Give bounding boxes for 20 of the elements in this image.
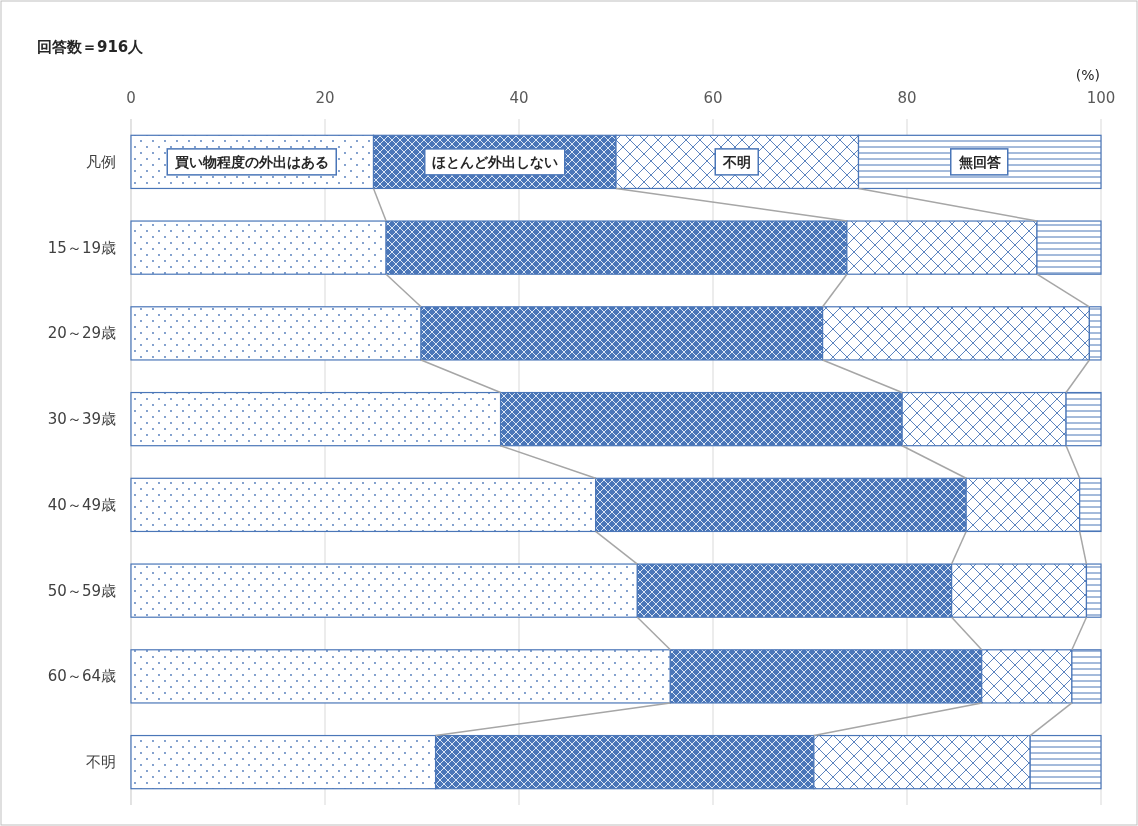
x-tick-label: 60: [703, 89, 723, 107]
y-tick-label: 30～39歳: [47, 410, 116, 429]
x-tick-label: 20: [315, 89, 335, 107]
series-label: 無回答: [957, 153, 1001, 170]
series-label: ほとんど外出しない: [431, 153, 558, 170]
series-label: 不明: [722, 153, 752, 170]
y-tick-label: 20～29歳: [47, 324, 116, 343]
x-axis-title: (%): [1075, 67, 1100, 83]
x-tick-label: 100: [1086, 89, 1116, 107]
chart-title: 回答数＝916人: [37, 38, 145, 56]
y-tick-label: 50～59歳: [47, 581, 116, 600]
x-tick-label: 40: [509, 89, 529, 107]
x-tick-label: 80: [897, 89, 917, 107]
y-tick-label: 60～64歳: [47, 667, 116, 686]
y-tick-label: 凡例: [86, 152, 116, 171]
y-tick-label: 40～49歳: [47, 495, 116, 514]
x-tick-label: 0: [126, 89, 136, 107]
y-tick-label: 不明: [86, 753, 116, 772]
series-label: 買い物程度の外出はある: [174, 153, 330, 170]
y-tick-label: 15～19歳: [47, 238, 116, 257]
